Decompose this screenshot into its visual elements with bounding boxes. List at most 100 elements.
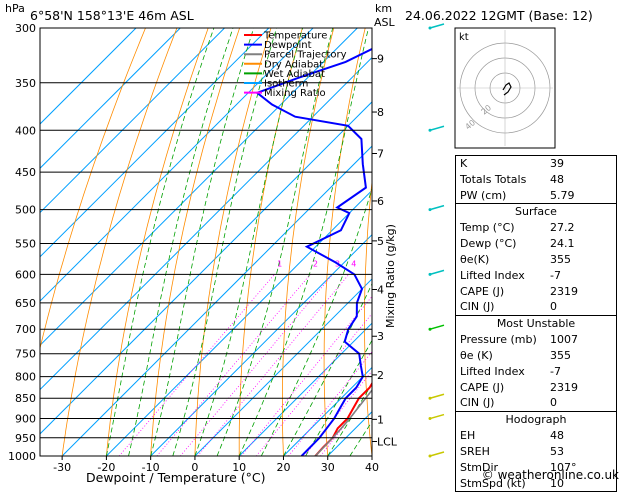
pressure-tick-label: 300 [15,22,36,35]
wind-barb [430,325,444,329]
mixing-ratio-axis-label: Mixing Ratio (g/kg) [384,224,397,328]
surface-row: CAPE (J)2319 [456,284,616,300]
wind-barb-base [429,27,432,30]
most-unstable-row-value: 2319 [550,380,616,396]
most-unstable-title: Most Unstable [456,315,616,332]
most-unstable-row-value: 1007 [550,332,616,348]
wet-adiabat-line [151,28,254,456]
surface-row-value: 0 [550,299,616,315]
km-tick-label: 4 [377,283,384,296]
mixing-ratio-label: 1 [277,259,282,268]
pressure-tick-label: 400 [15,124,36,137]
most-unstable-row-label: CAPE (J) [456,380,550,396]
pressure-tick-label: 450 [15,166,36,179]
km-tick-label: 8 [377,106,384,119]
hodograph-table-title: Hodograph [456,411,616,428]
most-unstable-row: CIN (J)0 [456,395,616,411]
x-tick-label: 30 [321,461,335,474]
dry-adiabat-line [324,28,365,456]
wind-barb [430,415,444,419]
dry-adiabat-line [616,28,629,456]
km-tick-label: 6 [377,195,384,208]
km-tick-label: 2 [377,369,384,382]
dry-adiabat-line [404,28,428,456]
surface-row-label: Temp (°C) [456,220,550,236]
surface-row: CIN (J)0 [456,299,616,315]
most-unstable-row-label: Pressure (mb) [456,332,550,348]
hpa-label: hPa [5,2,25,15]
surface-row-value: 24.1 [550,236,616,252]
legend-label: Mixing Ratio [264,88,326,99]
hodograph-row-label: SREH [456,444,550,460]
most-unstable-row-value: 355 [550,348,616,364]
surface-title: Surface [456,203,616,220]
mixing-ratio-line [157,274,310,456]
pressure-tick-label: 950 [15,432,36,445]
x-axis-label: Dewpoint / Temperature (°C) [86,470,265,485]
wind-barb [430,206,444,210]
km-tick-label: LCL [377,435,398,448]
mixing-ratio-label: 4 [351,259,356,268]
wind-barb-base [429,208,432,211]
wind-barb-base [429,417,432,420]
hodograph-row-value: 53 [550,444,616,460]
surface-row: Dewp (°C)24.1 [456,236,616,252]
surface-row: θe(K)355 [456,252,616,268]
copyright-footer: © weatheronline.co.uk [482,468,619,482]
pressure-tick-label: 1000 [8,450,36,463]
isotherm-line [0,28,402,456]
totals-totals-value: 48 [550,172,616,188]
wind-barb [430,24,444,28]
most-unstable-row: θe (K)355 [456,348,616,364]
surface-row-label: CAPE (J) [456,284,550,300]
pressure-tick-label: 550 [15,237,36,250]
most-unstable-row-value: -7 [550,364,616,380]
km-label: km [375,2,392,15]
mixing-ratio-label: 16 [434,259,444,268]
x-tick-label: -30 [53,461,71,474]
hodograph-row-value: 48 [550,428,616,444]
wind-barb-base [429,328,432,331]
pressure-tick-label: 900 [15,413,36,426]
datetime-title: 24.06.2022 12GMT (Base: 12) [405,8,593,23]
k-index-label: K [456,156,550,172]
mixing-ratio-line [180,274,332,456]
most-unstable-row-value: 0 [550,395,616,411]
km-tick-label: 9 [377,53,384,66]
surface-row: Lifted Index-7 [456,268,616,284]
wind-barb-base [429,397,432,400]
most-unstable-row-label: CIN (J) [456,395,550,411]
asl-label: ASL [374,16,395,29]
hodograph-unit-label: kt [459,32,469,43]
mixing-ratio-line [256,274,404,456]
km-tick-label: 7 [377,147,384,160]
pressure-tick-label: 500 [15,204,36,217]
surface-row-value: -7 [550,268,616,284]
most-unstable-row: Lifted Index-7 [456,364,616,380]
totals-totals-label: Totals Totals [456,172,550,188]
most-unstable-row: CAPE (J)2319 [456,380,616,396]
surface-row-value: 27.2 [550,220,616,236]
wind-barb-base [429,129,432,132]
dry-adiabat-line [151,28,240,456]
most-unstable-row: Pressure (mb)1007 [456,332,616,348]
most-unstable-row-label: θe (K) [456,348,550,364]
km-tick-label: 3 [377,330,384,343]
mixing-ratio-label: 2 [313,259,318,268]
wind-barb [430,394,444,398]
wind-barb [430,452,444,456]
pressure-tick-label: 600 [15,268,36,281]
pressure-tick-label: 650 [15,297,36,310]
surface-row-label: Lifted Index [456,268,550,284]
k-index-value: 39 [550,156,616,172]
mixing-ratio-label: 10 [404,259,414,268]
location-title: 6°58'N 158°13'E 46m ASL [30,8,194,23]
dry-adiabat-line [106,28,208,456]
x-tick-label: 40 [365,461,379,474]
wind-barb-base [429,455,432,458]
